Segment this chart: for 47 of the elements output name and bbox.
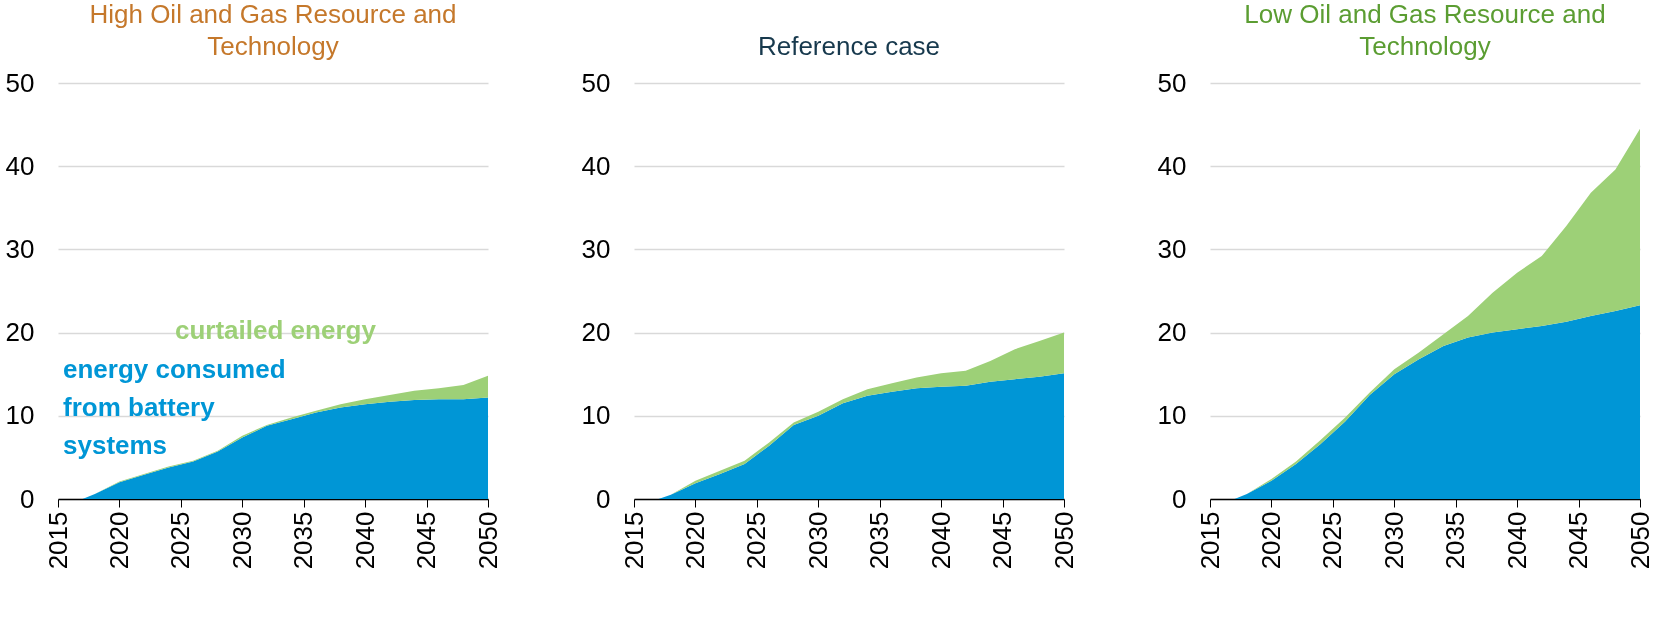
y-tick-label: 20 [581, 317, 611, 348]
x-tick-label: 2050 [1048, 511, 1079, 570]
x-tick-label: 2035 [1440, 511, 1471, 570]
y-tick-label: 20 [5, 317, 35, 348]
x-tick-label: 2035 [288, 511, 319, 570]
x-tick-label: 2015 [42, 511, 73, 570]
chart-title: Low Oil and Gas Resource and Technology [1244, 0, 1606, 61]
x-tick-label: 2020 [679, 511, 710, 570]
x-tick-label: 2045 [411, 511, 442, 570]
y-tick-label: 50 [5, 67, 35, 98]
x-tick-label: 2015 [1194, 511, 1225, 570]
x-tick-label: 2025 [165, 511, 196, 570]
x-tick-label: 2030 [226, 511, 257, 570]
x-tick-label: 2045 [987, 511, 1018, 570]
series-label: energy consumed from battery systems [63, 354, 286, 460]
x-tick-label: 2040 [349, 511, 380, 570]
x-tick-label: 2025 [741, 511, 772, 570]
x-tick-label: 2020 [1255, 511, 1286, 570]
x-tick-label: 2040 [1501, 511, 1532, 570]
x-tick-label: 2030 [802, 511, 833, 570]
x-tick-label: 2050 [472, 511, 503, 570]
x-tick-label: 2025 [1317, 511, 1348, 570]
y-tick-label: 10 [581, 400, 611, 431]
y-tick-label: 30 [5, 233, 35, 264]
y-tick-label: 0 [20, 483, 35, 514]
x-tick-label: 2030 [1378, 511, 1409, 570]
y-tick-label: 20 [1157, 317, 1187, 348]
x-tick-label: 2020 [103, 511, 134, 570]
series-label: curtailed energy [175, 315, 377, 345]
x-tick-label: 2045 [1563, 511, 1594, 570]
y-tick-label: 50 [581, 67, 611, 98]
y-tick-label: 0 [596, 483, 611, 514]
chart-title: Reference case [757, 31, 941, 61]
chart-title: High Oil and Gas Resource and Technology [89, 0, 457, 61]
x-tick-label: 2040 [925, 511, 956, 570]
y-tick-label: 10 [5, 400, 35, 431]
y-tick-label: 40 [581, 150, 611, 181]
x-tick-label: 2015 [618, 511, 649, 570]
x-tick-label: 2050 [1624, 511, 1655, 570]
y-tick-label: 40 [1157, 150, 1187, 181]
y-tick-label: 30 [1157, 233, 1187, 264]
x-tick-label: 2035 [864, 511, 895, 570]
y-tick-label: 0 [1172, 483, 1187, 514]
y-tick-label: 30 [581, 233, 611, 264]
y-tick-label: 40 [5, 150, 35, 181]
y-tick-label: 50 [1157, 67, 1187, 98]
y-tick-label: 10 [1157, 400, 1187, 431]
